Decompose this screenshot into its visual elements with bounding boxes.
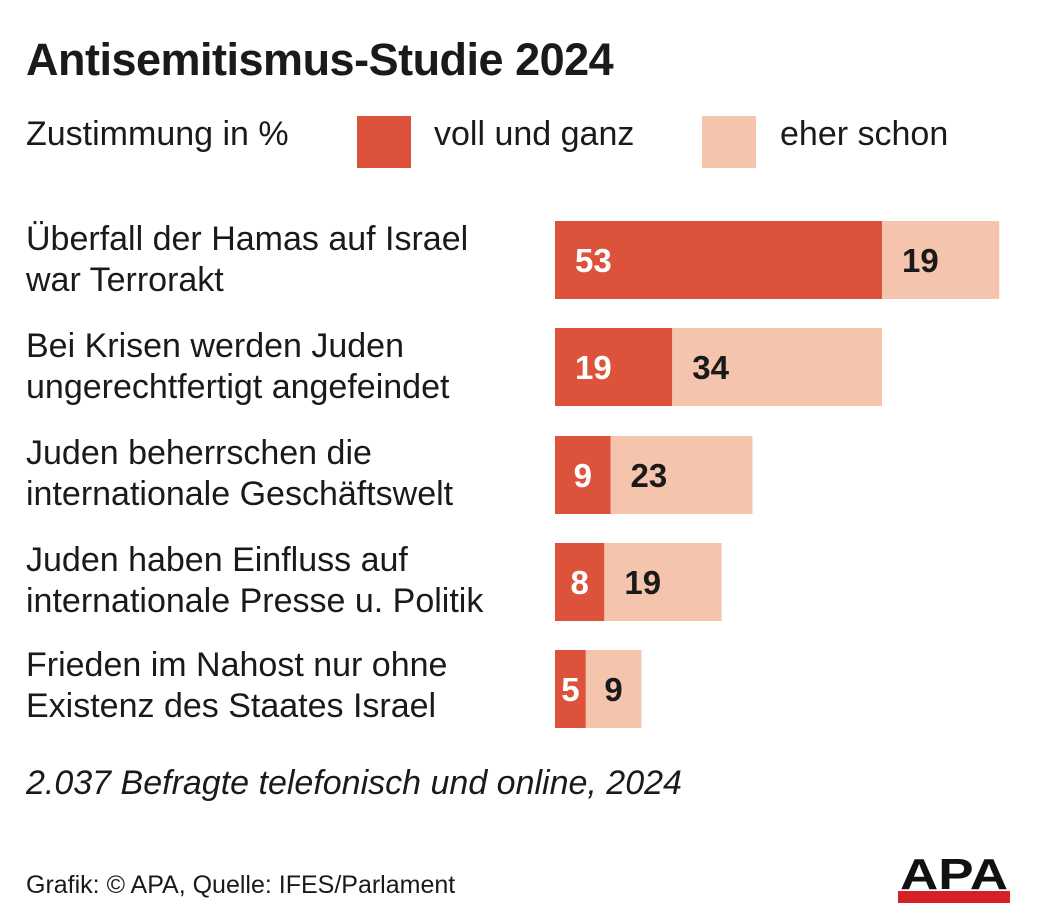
bar-voll-und-ganz <box>555 543 605 621</box>
bar-eher-schon <box>882 221 1000 299</box>
bar-value-label: 53 <box>575 242 612 279</box>
legend-label-voll-und-ganz: voll und ganz <box>434 115 635 153</box>
legend-label-eher-schon: eher schon <box>780 115 949 153</box>
bar-voll-und-ganz <box>555 436 611 514</box>
bar-value-label: 23 <box>631 457 668 494</box>
category-label: Juden beherrschen die internationale Gesc… <box>26 434 454 513</box>
bar-value-label: 8 <box>571 564 589 601</box>
bar-value-label: 9 <box>574 457 592 494</box>
legend-caption: Zustimmung in % <box>26 115 289 153</box>
survey-note: 2.037 Befragte telefonisch und online, 2… <box>26 764 682 802</box>
apa-logo: APA <box>898 851 1010 903</box>
source-credit: Grafik: © APA, Quelle: IFES/Parlament <box>26 871 456 899</box>
bar-value-label: 5 <box>561 671 579 708</box>
bar-eher-schon <box>610 436 753 514</box>
category-label: Bei Krisen werden Juden ungerechtfertigt … <box>26 327 450 406</box>
bar-voll-und-ganz <box>555 221 883 299</box>
legend-swatch-voll-und-ganz <box>357 116 411 168</box>
bar-eher-schon <box>585 650 642 728</box>
chart-title: Antisemitismus-Studie 2024 <box>26 34 614 85</box>
bar-eher-schon <box>672 328 883 406</box>
bar-value-label: 19 <box>575 349 612 386</box>
legend-swatch-eher-schon <box>702 116 756 168</box>
bar-eher-schon <box>604 543 722 621</box>
bar-voll-und-ganz <box>555 650 586 728</box>
bar-value-label: 19 <box>902 242 939 279</box>
bar-value-label: 19 <box>624 564 661 601</box>
category-label: Juden haben Einfluss auf internationale P… <box>26 541 484 620</box>
category-label: Frieden im Nahost nur ohne Existenz des S… <box>26 646 448 725</box>
bar-voll-und-ganz <box>555 328 673 406</box>
bar-value-label: 34 <box>692 349 729 386</box>
bar-value-label: 9 <box>604 671 622 708</box>
category-label: Überfall der Hamas auf Israel war Terrora… <box>26 220 469 299</box>
